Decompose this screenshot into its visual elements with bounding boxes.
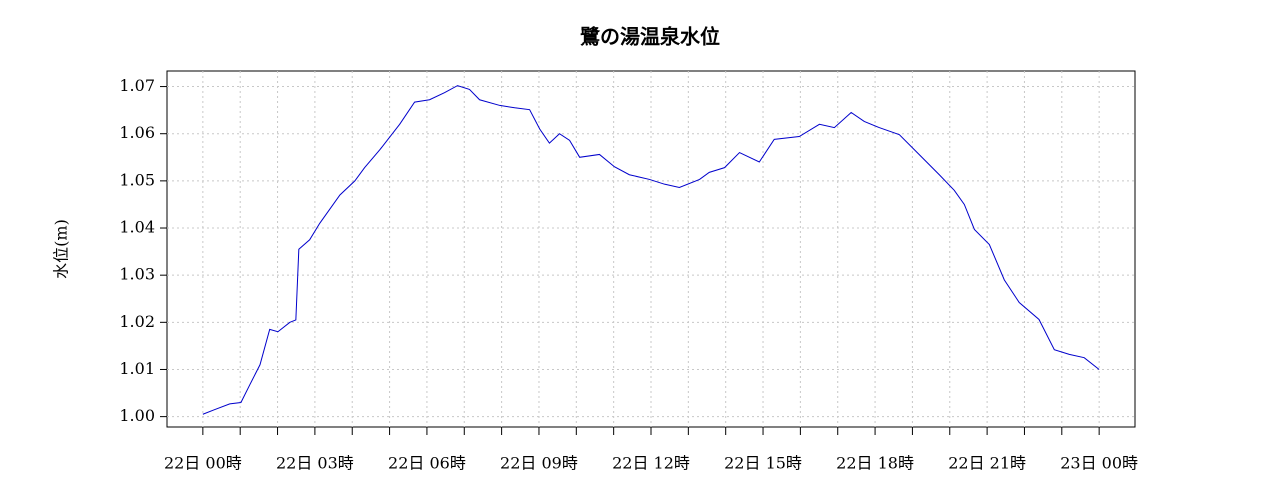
y-tick-label: 1.03 [119,265,155,284]
y-tick-label: 1.05 [119,170,155,189]
x-tick-label: 22日 03時 [276,454,354,473]
x-tick-label: 23日 00時 [1060,454,1138,473]
chart-title: 鷺の湯温泉水位 [580,25,720,49]
y-tick-label: 1.04 [119,218,155,237]
x-tick-label: 22日 06時 [388,454,466,473]
x-tick-label: 22日 00時 [164,454,242,473]
y-axis-label: 水位(m) [52,219,71,279]
y-tick-label: 1.00 [119,406,155,425]
x-tick-label: 22日 09時 [500,454,578,473]
y-tick-label: 1.06 [119,123,155,142]
y-tick-label: 1.02 [119,312,155,331]
plot-frame [166,70,1136,428]
x-tick-label: 22日 18時 [836,454,914,473]
x-tick-label: 22日 12時 [612,454,690,473]
y-tick-label: 1.07 [119,76,155,95]
x-tick-label: 22日 15時 [724,454,802,473]
data-line [202,85,1100,415]
x-tick-label: 22日 21時 [948,454,1026,473]
y-tick-label: 1.01 [119,359,155,378]
